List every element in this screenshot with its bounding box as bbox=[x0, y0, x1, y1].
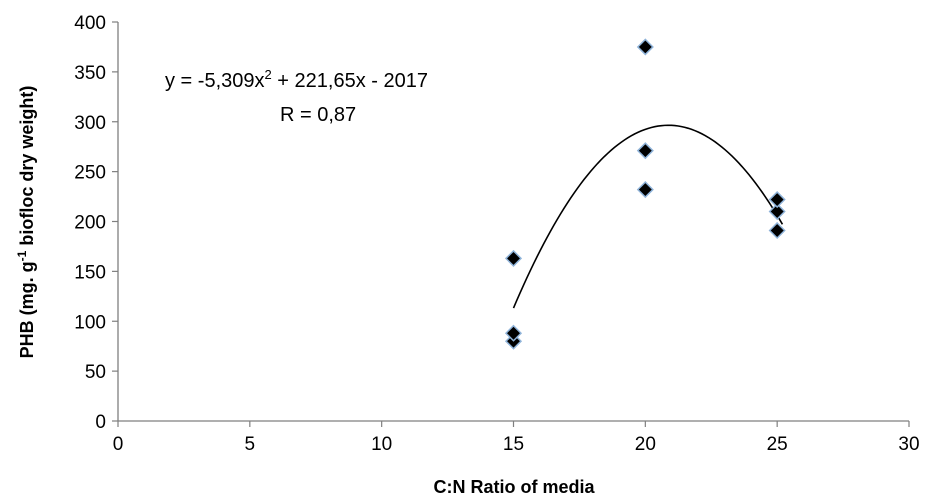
data-point bbox=[636, 181, 654, 199]
y-tick-label: 100 bbox=[74, 312, 106, 333]
y-tick-label: 300 bbox=[74, 113, 106, 134]
data-point bbox=[636, 142, 654, 160]
data-point bbox=[636, 38, 654, 56]
data-point bbox=[504, 324, 523, 342]
r-annotation: R = 0,87 bbox=[280, 104, 356, 126]
data-point bbox=[768, 202, 786, 221]
trendline bbox=[512, 124, 784, 309]
x-axis-title: C:N Ratio of media bbox=[433, 477, 595, 497]
y-tick-label: 0 bbox=[95, 412, 106, 433]
y-tick-label: 200 bbox=[74, 213, 106, 234]
y-tick-label: 50 bbox=[85, 362, 106, 383]
y-tick-label: 150 bbox=[74, 262, 106, 283]
x-tick-label: 25 bbox=[767, 434, 788, 455]
x-tick-label: 0 bbox=[113, 434, 124, 455]
x-tick-label: 5 bbox=[245, 434, 256, 455]
y-tick-label: 250 bbox=[74, 163, 106, 184]
data-points bbox=[504, 38, 786, 350]
data-point bbox=[504, 249, 523, 267]
x-tick-label: 10 bbox=[371, 434, 392, 455]
trendline-group bbox=[512, 124, 784, 309]
y-tick-label: 400 bbox=[74, 13, 106, 34]
y-tick-label: 350 bbox=[74, 63, 106, 84]
x-tick-label: 30 bbox=[898, 434, 919, 455]
data-point bbox=[768, 190, 786, 209]
x-tick-label: 20 bbox=[635, 434, 656, 455]
data-point bbox=[768, 221, 786, 240]
chart-ticks: 0 50 100 150 200 250 300 350 400 0 5 10 15 20 25 30 bbox=[74, 13, 919, 455]
equation-annotation: y = -5,309x2 + 221,65x - 2017 bbox=[165, 67, 428, 92]
x-tick-label: 15 bbox=[503, 434, 524, 455]
y-axis-title: PHB (mg. g-1 biofloc dry weight) bbox=[15, 86, 37, 359]
